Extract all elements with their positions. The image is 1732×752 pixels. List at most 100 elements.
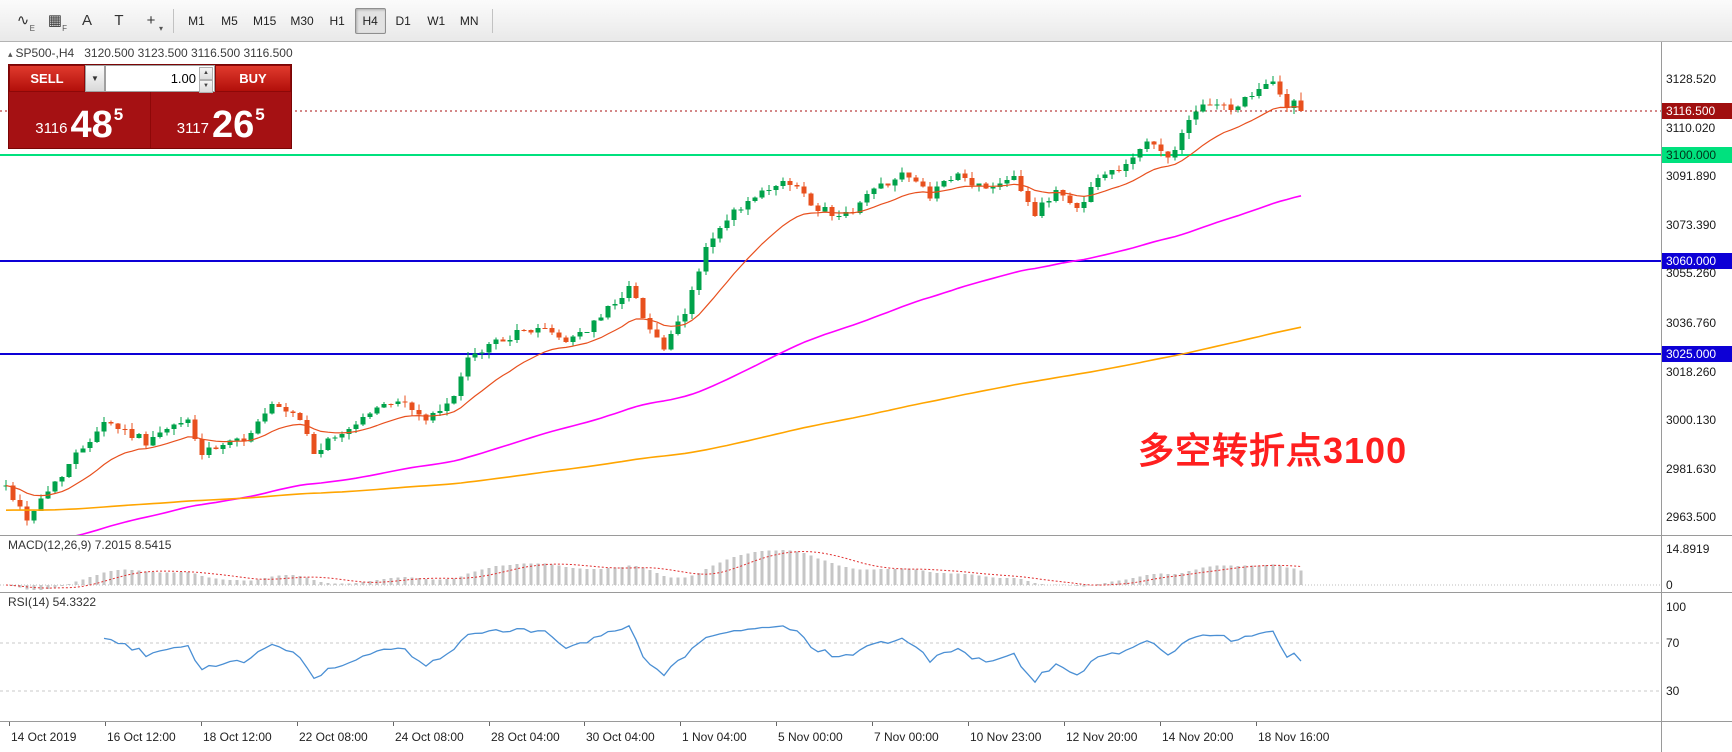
timeframe-w1-button[interactable]: W1 [421,8,452,34]
timeframe-m5-button[interactable]: M5 [214,8,245,34]
price-axis[interactable]: 3128.520 3116.500 3110.020 3100.000 3091.890… [1661,42,1732,752]
time-axis-label: 28 Oct 04:00 [491,730,560,744]
bid-price-button[interactable]: 3116 48 5 [9,92,150,148]
price-axis-label: 3060.000 [1662,253,1732,269]
macd-panel[interactable]: MACD(12,26,9) 7.2015 8.5415 [0,536,1661,593]
time-tick [872,722,873,726]
time-tick [968,722,969,726]
ohlc-values: 3120.500 3123.500 3116.500 3116.500 [84,46,293,60]
volume-field-wrap: ▲ ▼ [105,65,215,93]
rsi-axis-label: 100 [1666,600,1687,614]
toolbar-separator [173,8,174,33]
time-tick [1064,722,1065,726]
time-axis-label: 14 Nov 20:00 [1162,730,1234,744]
time-tick [680,722,681,726]
price-axis-rsi[interactable]: 100 70 30 [1662,593,1732,722]
indicators-icon[interactable]: ∿ E [8,7,38,35]
price-axis-label: 3025.000 [1662,346,1732,362]
macd-label: MACD(12,26,9) 7.2015 8.5415 [8,538,172,552]
ask-sup: 5 [255,105,265,124]
timeframe-mn-button[interactable]: MN [454,8,485,34]
time-axis-label: 10 Nov 23:00 [970,730,1042,744]
timeframe-m30-button[interactable]: M30 [284,8,319,34]
trade-prices-row: 3116 48 5 3117 26 5 [9,92,291,148]
ask-price-button[interactable]: 3117 26 5 [150,92,291,148]
timeframe-m1-button[interactable]: M1 [181,8,212,34]
time-tick [105,722,106,726]
toolbar: ∿ E ▦ F A T + ▾ M1 M5 M15 M30 H1 H4 D1 W1 MN [0,0,1732,42]
time-axis-label: 18 Oct 12:00 [203,730,272,744]
bid-sup: 5 [113,105,124,124]
volume-up-button[interactable]: ▲ [199,67,213,80]
buy-button[interactable]: BUY [215,65,291,92]
time-axis-label: 1 Nov 04:00 [682,730,747,744]
price-axis-main[interactable]: 3128.520 3116.500 3110.020 3100.000 3091.890… [1662,42,1732,536]
one-click-trading-panel: SELL ▼ ▲ ▼ BUY 3116 [8,64,292,149]
price-axis-label: 3000.130 [1666,413,1717,427]
volume-stepper: ▲ ▼ [199,67,213,93]
price-axis-macd[interactable]: 14.8919 0 [1662,536,1732,593]
price-axis-label: 3128.520 [1666,72,1717,86]
chart-annotation[interactable]: 多空转折点3100 [1138,430,1408,471]
text-label-icon[interactable]: A [72,7,102,35]
time-tick [9,722,10,726]
chevron-down-icon: ▼ [91,74,99,83]
volume-input[interactable] [106,66,214,91]
price-axis-label: 3100.000 [1662,147,1732,163]
time-axis[interactable]: 14 Oct 2019 16 Oct 12:00 18 Oct 12:00 22 Oc… [0,722,1661,752]
time-tick [1160,722,1161,726]
ask-prefix: 3117 [176,120,209,137]
macd-canvas[interactable] [0,536,1661,592]
rsi-axis-label: 30 [1666,684,1680,698]
time-tick [393,722,394,726]
chart-title: ▴ SP500-,H4 3120.500 3123.500 3116.500 311… [8,46,293,60]
timeframe-h4-button[interactable]: H4 [354,7,386,34]
drawing-tools-group: ∿ E ▦ F A T + ▾ [8,7,166,35]
crosshair-icon[interactable]: + ▾ [136,7,166,35]
price-chart-panel[interactable]: ▴ SP500-,H4 3120.500 3123.500 3116.500 311… [0,42,1661,536]
time-axis-label: 5 Nov 00:00 [778,730,843,744]
time-tick [297,722,298,726]
price-axis-label: 3073.390 [1666,218,1717,232]
price-axis-label: 3091.890 [1666,169,1717,183]
macd-axis-label: 0 [1666,578,1673,592]
volume-down-button[interactable]: ▼ [199,80,213,93]
time-axis-label: 7 Nov 00:00 [874,730,939,744]
timeframe-group: M1 M5 M15 M30 H1 H4 D1 W1 MN [181,7,485,34]
time-tick [1256,722,1257,726]
time-axis-label: 24 Oct 08:00 [395,730,464,744]
time-axis-label: 16 Oct 12:00 [107,730,176,744]
price-axis-label: 2963.500 [1666,510,1717,524]
grid-icon[interactable]: ▦ F [40,7,70,35]
ask-main: 26 [212,103,255,146]
rsi-canvas[interactable] [0,593,1661,721]
price-axis-label: 3036.760 [1666,316,1717,330]
price-axis-label: 3055.260 [1666,266,1717,280]
candlestick-canvas[interactable] [0,42,1661,535]
bid-prefix: 3116 [35,120,68,137]
sell-button[interactable]: SELL [9,65,85,92]
rsi-panel[interactable]: RSI(14) 54.3322 [0,593,1661,722]
chart-workspace: ▴ SP500-,H4 3120.500 3123.500 3116.500 311… [0,42,1732,752]
time-axis-label: 22 Oct 08:00 [299,730,368,744]
time-axis-label: 30 Oct 04:00 [586,730,655,744]
volume-dropdown-button[interactable]: ▼ [85,65,105,92]
timeframe-d1-button[interactable]: D1 [388,8,419,34]
price-axis-label: 3110.020 [1666,121,1716,135]
time-tick [584,722,585,726]
price-axis-label: 3018.260 [1666,365,1717,379]
text-box-icon[interactable]: T [104,7,134,35]
time-tick [201,722,202,726]
time-axis-label: 12 Nov 20:00 [1066,730,1138,744]
plot-column: ▴ SP500-,H4 3120.500 3123.500 3116.500 311… [0,42,1661,752]
toolbar-separator [491,8,493,33]
time-tick [776,722,777,726]
price-axis-label: 3116.500 [1662,103,1732,119]
symbol-marker-icon: ▴ [8,49,13,59]
time-tick [489,722,490,726]
axis-corner [1662,722,1732,752]
rsi-label: RSI(14) 54.3322 [8,595,97,609]
timeframe-m15-button[interactable]: M15 [247,8,282,34]
timeframe-h1-button[interactable]: H1 [322,8,353,34]
